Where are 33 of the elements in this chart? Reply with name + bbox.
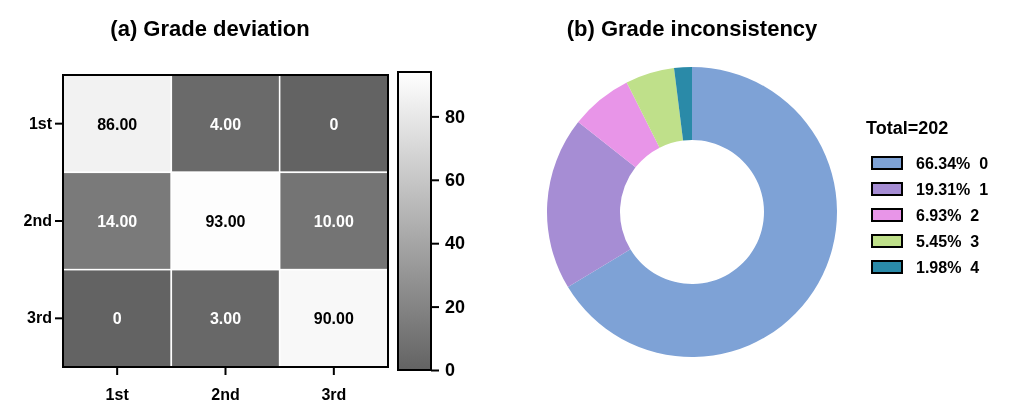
legend-label: 1.98% 4	[916, 259, 980, 276]
data-label: 10.00	[313, 213, 354, 230]
x-tick-label: 2nd	[211, 386, 240, 404]
color-bar-label: 40	[445, 233, 466, 254]
color-bar-label: 60	[445, 170, 466, 191]
chart-title: (b) Grade inconsistency	[566, 16, 819, 41]
legend-title: Total=202	[866, 118, 949, 138]
data-label: 93.00	[205, 213, 246, 230]
legend-label: 66.34% 0	[916, 155, 989, 172]
color-bar-label: 0	[445, 360, 456, 381]
data-label: 14.00	[97, 213, 138, 230]
color-bar-label: 80	[445, 106, 466, 127]
x-tick-label: 3rd	[321, 386, 347, 404]
donut-slice	[578, 82, 660, 168]
legend-label: 19.31% 1	[916, 181, 989, 198]
y-tick-label: 2nd	[23, 212, 52, 230]
chart-title: (a) Grade deviation	[110, 16, 310, 41]
data-label: 90.00	[313, 310, 354, 328]
data-label: 3.00	[209, 310, 242, 328]
data-label: 4.00	[209, 115, 242, 133]
donut-slice	[626, 68, 684, 148]
data-label: 0	[112, 310, 122, 328]
donut-slice	[567, 67, 837, 357]
x-tick-label: 1st	[105, 386, 130, 404]
data-label: 86.00	[97, 115, 138, 133]
color-bar-label: 20	[445, 296, 466, 317]
legend-label: 5.45% 3	[916, 233, 980, 250]
legend-label: 6.93% 2	[916, 207, 980, 224]
donut-slice	[547, 122, 636, 288]
data-label: 0	[329, 115, 339, 133]
donut-slice	[674, 67, 692, 141]
y-tick-label: 3rd	[27, 309, 52, 327]
y-tick-label: 1st	[28, 114, 53, 132]
